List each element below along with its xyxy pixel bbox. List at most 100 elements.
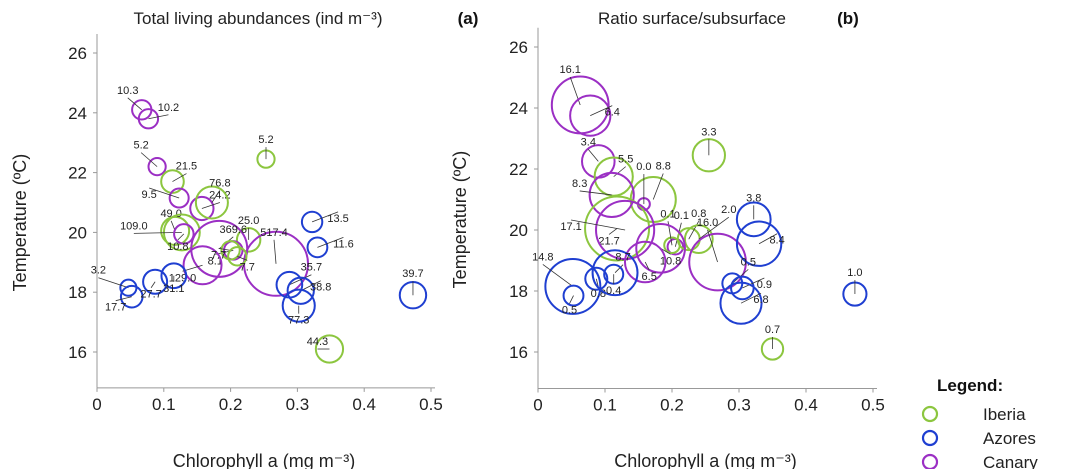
data-label: 38.8: [310, 282, 331, 294]
x-tick-label: 0.1: [152, 395, 176, 414]
y-tick-label: 16: [68, 343, 87, 362]
y-axis-label: Temperature (ºC): [10, 154, 30, 292]
data-label: 8.8: [656, 161, 671, 173]
data-label: 10.8: [660, 255, 681, 267]
legend-swatch-azores: [921, 429, 939, 447]
legend: Legend: Iberia Azores Canary: [921, 376, 1038, 469]
data-point-azores: [735, 201, 772, 238]
data-point-azores: [142, 268, 169, 295]
legend-label-iberia: Iberia: [983, 405, 1026, 424]
data-label: 0.8: [591, 288, 606, 300]
data-label-leader: [201, 202, 221, 209]
legend-swatch-iberia: [921, 405, 939, 423]
data-label-leader: [127, 97, 143, 111]
data-label-leader: [590, 105, 613, 116]
panel-label: (b): [837, 9, 859, 28]
data-label-leader: [608, 228, 618, 235]
data-label-leader: [148, 114, 169, 120]
data-point-canary: [623, 240, 667, 284]
data-label: 14.8: [532, 251, 553, 263]
y-tick-label: 22: [509, 160, 528, 179]
data-label: 27.7: [140, 289, 161, 301]
data-label: 0.5: [562, 305, 577, 317]
data-label: 0.0: [636, 161, 651, 173]
data-label-leader: [707, 229, 718, 263]
data-label-leader: [698, 216, 730, 240]
data-label: 10.3: [117, 85, 138, 97]
data-label-leader: [571, 219, 626, 231]
x-tick-label: 0.3: [727, 396, 751, 415]
data-point-canary: [588, 171, 635, 219]
data-label: 5.2: [133, 140, 148, 152]
data-label: 517.4: [260, 227, 288, 239]
data-label: 39.7: [402, 268, 423, 280]
data-label: 6.8: [753, 294, 768, 306]
y-tick-label: 22: [68, 164, 87, 183]
data-label: 17.7: [105, 302, 126, 314]
data-label-leader: [569, 76, 581, 106]
x-tick-label: 0: [533, 396, 542, 415]
data-label: 16.1: [559, 64, 580, 76]
legend-label-canary: Canary: [983, 453, 1038, 469]
x-tick-label: 0.2: [660, 396, 684, 415]
data-point-azores: [735, 220, 783, 267]
chart-panel-a: 16 18 20 22 24 26 0 0.1 0.2 0.3 0.4 0.5 Chlorophyll …: [10, 9, 478, 469]
data-label-leader: [149, 187, 180, 199]
data-point-canary: [182, 245, 223, 286]
data-label: 7.7: [211, 249, 226, 261]
legend-label-azores: Azores: [983, 429, 1036, 448]
y-tick-label: 18: [68, 283, 87, 302]
data-label-leader: [587, 149, 599, 162]
data-label-leader: [758, 233, 778, 245]
data-label: 44.3: [307, 336, 328, 348]
data-point-canary: [635, 222, 686, 274]
data-label: 3.8: [746, 192, 761, 204]
data-label-leader: [98, 277, 129, 289]
data-label-leader: [273, 239, 277, 264]
data-label-leader: [218, 247, 231, 251]
data-label-leader: [237, 255, 248, 261]
x-axis-label: Chlorophyll a (mg m⁻³): [173, 451, 356, 469]
y-tick-label: 16: [509, 343, 528, 362]
data-point-iberia: [160, 215, 191, 246]
data-point-iberia: [194, 185, 229, 220]
data-point-iberia: [314, 334, 345, 364]
x-tick-label: 0: [92, 395, 101, 414]
data-label-leader: [579, 190, 612, 196]
data-label: 49.0: [160, 208, 181, 220]
x-tick-label: 0.4: [794, 396, 818, 415]
data-label-leader: [115, 296, 132, 302]
data-label: 35.7: [301, 262, 322, 274]
data-label: 8.4: [769, 235, 784, 247]
data-label-leader: [644, 261, 650, 271]
data-label-leader: [317, 236, 344, 248]
data-point-azores: [286, 276, 315, 305]
data-label: 76.8: [209, 178, 230, 190]
data-label-leader: [211, 190, 221, 203]
data-point-azores: [119, 284, 144, 309]
data-label: 21.5: [176, 161, 197, 173]
x-tick-label: 0.5: [861, 396, 885, 415]
legend-swatch-canary: [921, 453, 939, 469]
data-label: 7.7: [240, 261, 255, 273]
data-label-leader: [542, 264, 574, 287]
data-label: 0.7: [765, 324, 780, 336]
data-label-leader: [614, 264, 624, 273]
x-tick-label: 0.1: [593, 396, 617, 415]
data-point-canary: [569, 94, 612, 137]
data-label-leader: [595, 278, 599, 287]
data-label: 10.2: [158, 102, 179, 114]
data-label-leader: [150, 281, 156, 288]
data-label: 369.6: [219, 224, 247, 236]
data-point-azores: [306, 236, 329, 259]
data-label: 17.1: [560, 221, 581, 233]
data-label: 8.7: [615, 252, 630, 264]
data-label-leader: [300, 280, 321, 292]
data-label: 5.5: [618, 154, 633, 166]
chart-panel-b: 16 18 20 22 24 26 0 0.1 0.2 0.3 0.4 0.5 Chlorophyll …: [450, 9, 885, 469]
x-axis-label: Chlorophyll a (mg m⁻³): [614, 451, 797, 469]
data-label-leader: [172, 173, 187, 182]
data-point-azores: [591, 249, 639, 297]
data-label: 129.0: [169, 272, 197, 284]
data-label: 3.4: [581, 136, 596, 148]
